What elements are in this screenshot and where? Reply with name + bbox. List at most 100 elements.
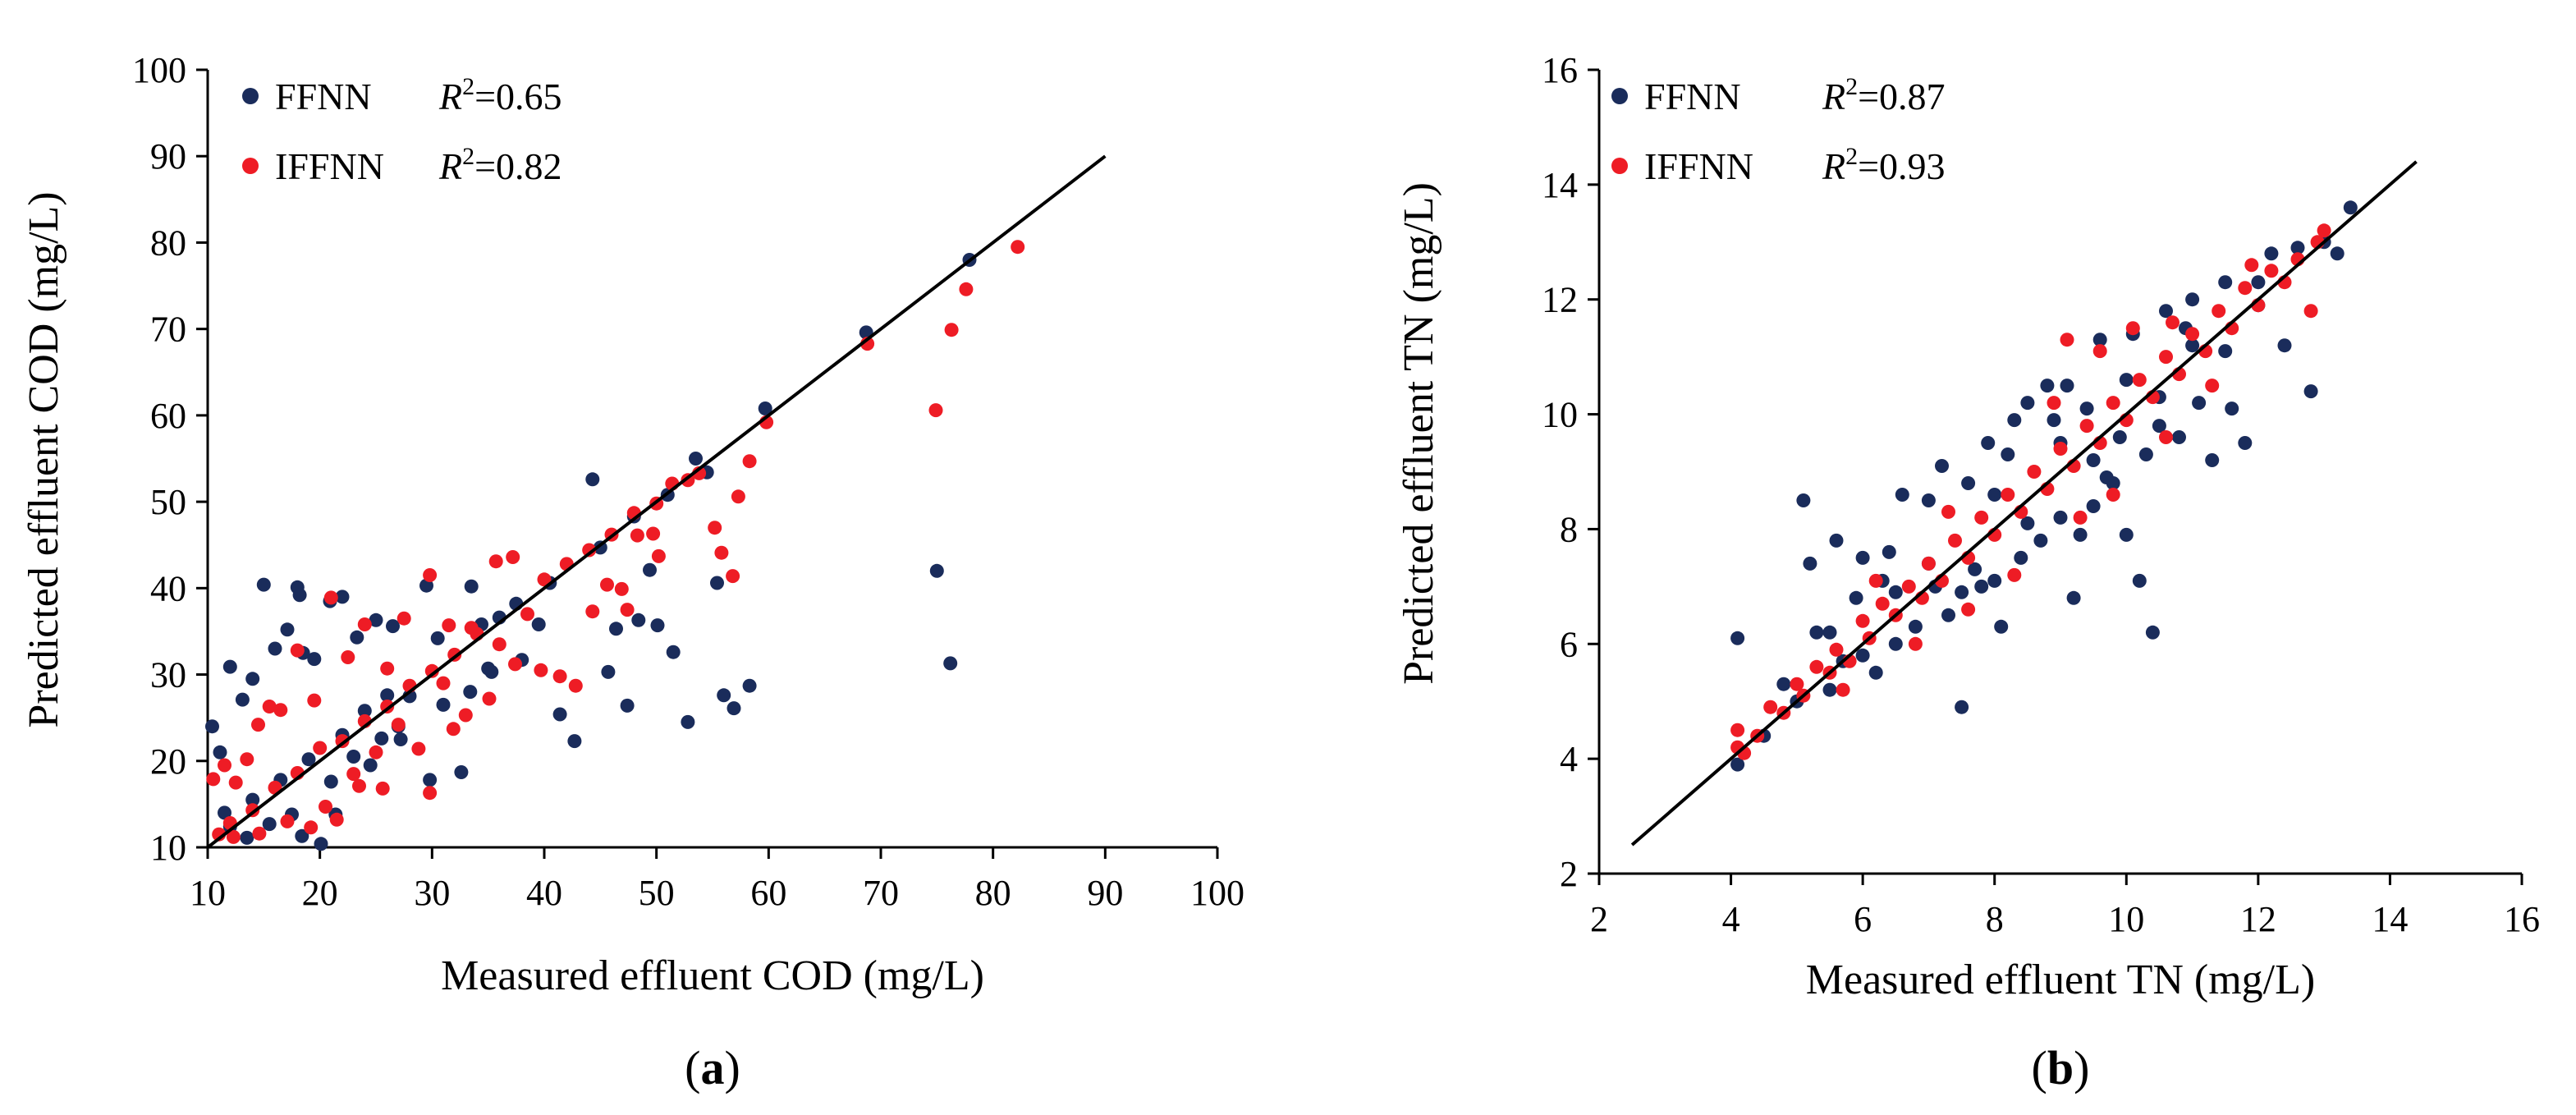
data-point-iffnn	[2079, 419, 2094, 434]
r2-symbol: R	[438, 76, 462, 117]
y-tick-label: 12	[1542, 280, 1578, 320]
data-point-iffnn	[552, 669, 567, 684]
data-point-ffnn	[1849, 590, 1863, 605]
data-point-iffnn	[714, 545, 729, 560]
data-point-ffnn	[436, 697, 451, 712]
data-point-iffnn	[742, 454, 757, 469]
data-point-iffnn	[2132, 373, 2147, 388]
data-point-ffnn	[643, 562, 657, 577]
data-point-iffnn	[341, 650, 355, 664]
data-point-iffnn	[506, 550, 520, 564]
panel-label-open: (	[2032, 1041, 2047, 1094]
data-point-iffnn	[1763, 700, 1778, 714]
data-point-ffnn	[1935, 459, 1949, 473]
data-point-ffnn	[1987, 573, 2002, 588]
data-point-ffnn	[2033, 533, 2048, 548]
data-point-ffnn	[2138, 447, 2153, 461]
data-point-iffnn	[357, 617, 372, 631]
x-axis-label: Measured effluent COD (mg/L)	[441, 952, 984, 999]
data-point-ffnn	[1888, 585, 1903, 599]
y-tick-label: 100	[132, 50, 186, 90]
data-point-iffnn	[600, 577, 614, 592]
data-point-iffnn	[620, 603, 635, 617]
data-point-ffnn	[1888, 636, 1903, 651]
data-point-ffnn	[1908, 619, 1923, 634]
data-point-ffnn	[2086, 499, 2101, 513]
data-point-ffnn	[323, 774, 338, 789]
data-point-ffnn	[609, 622, 623, 636]
y-tick-label: 20	[150, 741, 186, 782]
data-point-ffnn	[2073, 527, 2088, 542]
data-point-iffnn	[492, 637, 506, 652]
data-point-iffnn	[313, 741, 328, 755]
data-point-iffnn	[2001, 488, 2015, 502]
data-point-iffnn	[228, 775, 243, 790]
data-point-iffnn	[329, 812, 344, 827]
data-point-iffnn	[352, 778, 366, 793]
y-tick-label: 10	[1542, 395, 1578, 435]
data-point-iffnn	[304, 820, 319, 835]
data-point-ffnn	[2192, 396, 2207, 411]
r2-superscript: 2	[1845, 73, 1858, 100]
data-point-iffnn	[290, 643, 305, 658]
data-point-ffnn	[335, 590, 350, 604]
data-point-iffnn	[1908, 636, 1923, 651]
data-point-ffnn	[2053, 510, 2068, 525]
panel-label-close: )	[2074, 1041, 2089, 1094]
data-point-ffnn	[2152, 419, 2166, 434]
data-point-ffnn	[631, 613, 646, 627]
data-point-ffnn	[481, 661, 496, 676]
data-point-ffnn	[307, 652, 322, 667]
data-point-ffnn	[1730, 631, 1745, 645]
data-point-iffnn	[2125, 321, 2140, 336]
data-point-iffnn	[1961, 602, 1976, 617]
data-point-iffnn	[1941, 504, 1955, 519]
data-point-iffnn	[1948, 533, 1962, 548]
data-point-ffnn	[1987, 488, 2002, 502]
r2-superscript: 2	[1845, 143, 1858, 170]
data-point-iffnn	[280, 814, 295, 828]
data-point-ffnn	[245, 672, 260, 686]
data-point-iffnn	[442, 618, 456, 633]
data-point-iffnn	[630, 528, 644, 543]
data-point-iffnn	[2007, 567, 2022, 582]
data-point-iffnn	[1809, 659, 1824, 674]
data-point-iffnn	[582, 543, 597, 558]
data-point-ffnn	[943, 656, 958, 671]
panel-label: (a)	[685, 1041, 740, 1094]
data-point-iffnn	[1829, 642, 1844, 657]
data-point-iffnn	[585, 604, 600, 619]
data-point-iffnn	[307, 693, 322, 708]
data-point-iffnn	[1875, 596, 1890, 611]
data-point-iffnn	[2205, 379, 2220, 393]
data-point-iffnn	[391, 718, 406, 732]
data-point-ffnn	[2132, 573, 2147, 588]
data-point-iffnn	[1011, 240, 1025, 255]
chart-panel-b: 2 4 6 8 10 12 14 16 2 4 6 8 10 12 14 16 Measured effluen…	[1396, 50, 2540, 1094]
data-point-ffnn	[2264, 246, 2279, 261]
x-tick-label: 80	[975, 873, 1011, 913]
data-point-iffnn	[2264, 264, 2279, 278]
data-point-ffnn	[301, 752, 316, 767]
data-point-iffnn	[2060, 333, 2074, 347]
y-axis-label: Predicted effluent COD (mg/L)	[21, 191, 67, 727]
data-point-ffnn	[393, 732, 408, 746]
data-point-ffnn	[430, 631, 445, 645]
data-point-iffnn	[226, 829, 241, 844]
y-tick-label: 6	[1560, 624, 1578, 664]
data-point-ffnn	[710, 576, 724, 590]
x-tick-label: 70	[863, 873, 899, 913]
data-point-ffnn	[222, 659, 237, 674]
data-point-ffnn	[1809, 625, 1824, 640]
data-point-ffnn	[1895, 488, 1909, 502]
legend-r2-iffnn: R2=0.93	[1822, 143, 1946, 187]
data-point-ffnn	[2112, 430, 2127, 444]
y-tick-label: 50	[150, 482, 186, 522]
x-tick-label: 90	[1087, 873, 1123, 913]
data-point-ffnn	[2020, 516, 2035, 530]
data-point-iffnn	[1901, 579, 1916, 594]
r2-symbol: R	[1822, 145, 1845, 187]
